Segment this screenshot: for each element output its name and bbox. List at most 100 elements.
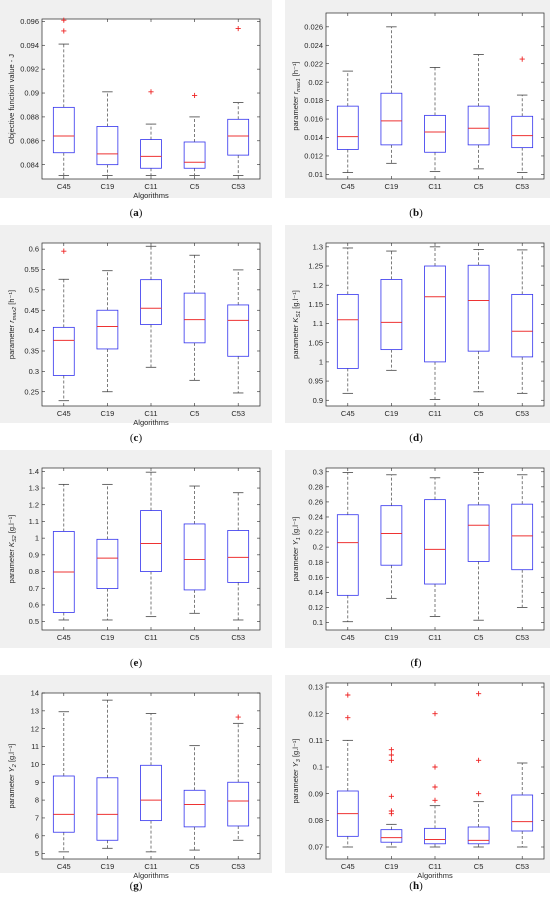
panel-caption: (a) <box>130 207 143 219</box>
y-tick-label: 0.8 <box>29 567 39 576</box>
y-tick-label: 0.01 <box>308 170 323 179</box>
y-axis-label: parameter KS2 [g.l⁻¹] <box>7 515 18 584</box>
x-axis-label: Algorithms <box>133 871 169 880</box>
iqr-box <box>424 499 446 585</box>
chart-panel-h: 0.07 0.08 0.09 0.1 0.11 0.12 0.13 C45 C19 C11 C5 C5… <box>285 675 550 880</box>
y-tick-label: 0.7 <box>29 584 39 593</box>
x-tick-label: C11 <box>144 862 157 871</box>
y-axis-label: Objective function value - J <box>7 54 16 144</box>
box-C5 <box>467 54 490 170</box>
iqr-box <box>424 827 446 845</box>
y-axis-label: parameter rmax1 [h⁻¹] <box>291 61 302 130</box>
outlier-marker <box>388 793 394 799</box>
y-tick-label: 0.016 <box>304 115 323 124</box>
outlier-marker <box>476 757 482 763</box>
panel-caption: (h) <box>409 880 423 892</box>
iqr-box <box>183 292 206 344</box>
x-tick-label: C45 <box>341 862 355 871</box>
y-tick-label: 11 <box>31 742 39 751</box>
box-C5 <box>183 254 206 381</box>
box-C19 <box>380 250 403 371</box>
iqr-box <box>183 523 206 591</box>
x-tick-label: C5 <box>474 182 484 191</box>
iqr-box <box>96 126 119 166</box>
outlier-marker <box>388 757 394 763</box>
panel-caption: (e) <box>130 657 143 669</box>
iqr-box <box>140 510 162 572</box>
panel-caption: (d) <box>409 432 423 444</box>
chart-panel-e: 0.5 0.6 0.7 0.8 0.9 1 1.1 1.2 1.3 1.4 C45 C19 C11 C5 C… <box>0 450 272 648</box>
y-tick-label: 0.11 <box>309 736 323 745</box>
box-C5 <box>183 92 206 176</box>
y-tick-label: 0.2 <box>313 543 323 552</box>
iqr-box <box>467 826 490 845</box>
x-axis-label: Algorithms <box>133 191 169 200</box>
y-tick-label: 0.28 <box>308 482 323 491</box>
x-tick-label: C45 <box>57 862 71 871</box>
box-C53 <box>511 474 534 608</box>
y-tick-label: 1.1 <box>29 517 39 526</box>
x-tick-label: C53 <box>515 182 529 191</box>
y-tick-label: 14 <box>31 689 39 698</box>
iqr-box <box>96 538 119 589</box>
outlier-marker <box>432 784 438 790</box>
box-C11 <box>424 711 446 848</box>
box-C45 <box>336 70 359 173</box>
box-C53 <box>511 762 534 848</box>
outlier-marker <box>235 714 241 720</box>
iqr-box <box>336 105 359 150</box>
box-C19 <box>380 474 403 599</box>
y-tick-label: 0.12 <box>308 709 323 718</box>
x-tick-label: C53 <box>231 633 245 642</box>
iqr-box <box>380 505 403 566</box>
box-C5 <box>467 691 490 848</box>
outlier-marker <box>148 89 154 95</box>
iqr-box <box>380 829 403 843</box>
outlier-marker <box>61 28 67 34</box>
outlier-marker <box>345 715 351 721</box>
iqr-box <box>52 775 75 833</box>
y-tick-label: 1.4 <box>29 467 39 476</box>
x-tick-label: C11 <box>144 633 157 642</box>
iqr-box <box>380 279 403 351</box>
box-C45 <box>336 247 359 394</box>
y-tick-label: 0.5 <box>29 285 39 294</box>
y-tick-label: 0.02 <box>308 78 323 87</box>
y-tick-label: 1.25 <box>308 262 323 271</box>
box-C53 <box>511 249 534 394</box>
y-tick-label: 1.2 <box>313 281 323 290</box>
box-C11 <box>424 477 446 617</box>
panel-caption: (c) <box>130 432 143 444</box>
y-tick-label: 0.09 <box>24 89 39 98</box>
box-C19 <box>380 747 403 848</box>
y-tick-label: 10 <box>31 760 39 769</box>
box-C45 <box>52 483 75 621</box>
chart-panel-d: 0.9 0.95 1 1.05 1.1 1.15 1.2 1.25 1.3 C45 C19 C11 C5… <box>285 225 550 423</box>
x-tick-label: C19 <box>385 409 399 418</box>
box-C5 <box>467 249 490 393</box>
y-tick-label: 0.9 <box>313 396 323 405</box>
x-tick-label: C5 <box>474 633 484 642</box>
y-tick-label: 1 <box>319 357 323 366</box>
y-tick-label: 0.24 <box>308 513 323 522</box>
iqr-box <box>52 326 75 376</box>
panel-caption: (b) <box>409 207 423 219</box>
box-C53 <box>227 25 250 176</box>
y-tick-label: 0.45 <box>24 306 39 315</box>
y-tick-label: 0.16 <box>308 573 323 582</box>
iqr-box <box>467 105 490 146</box>
y-tick-label: 0.5 <box>29 617 39 626</box>
outlier-marker <box>388 752 394 758</box>
y-tick-label: 0.084 <box>20 160 39 169</box>
iqr-box <box>424 265 446 363</box>
y-tick-label: 0.25 <box>24 387 39 396</box>
x-tick-label: C19 <box>101 409 115 418</box>
y-tick-label: 0.95 <box>308 377 323 386</box>
box-C45 <box>52 711 75 853</box>
outlier-marker <box>192 92 198 99</box>
y-axis-label: parameter KS1 [g.l⁻¹] <box>291 290 302 359</box>
y-tick-label: 0.3 <box>313 467 323 476</box>
y-tick-label: 1.2 <box>29 500 39 509</box>
y-tick-label: 0.096 <box>20 17 39 26</box>
iqr-box <box>96 777 119 841</box>
